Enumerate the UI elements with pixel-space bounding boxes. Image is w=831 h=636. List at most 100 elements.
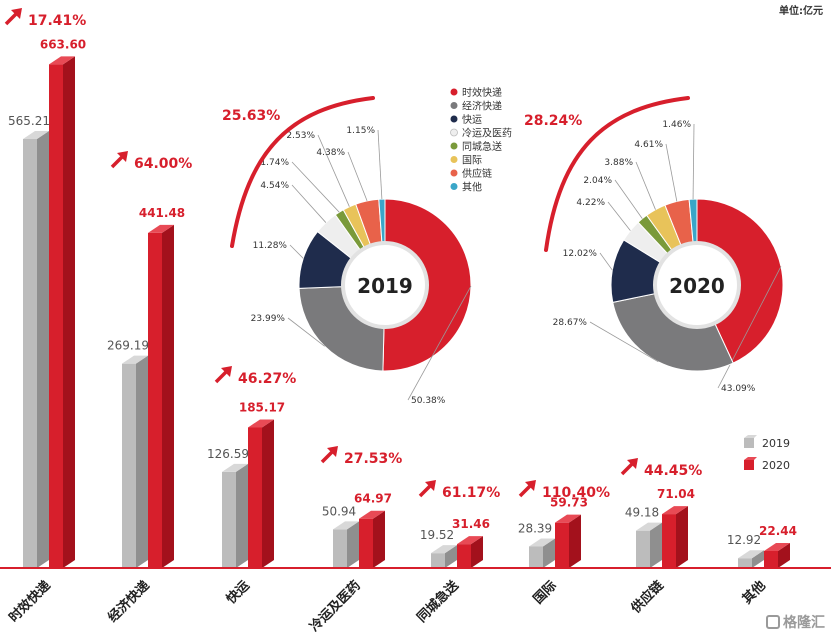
bar-2019-1-top: [122, 355, 148, 364]
donut-2019-growth-label: 25.63%: [222, 108, 280, 124]
donut-2019-label-2: 11.28%: [253, 241, 288, 251]
bar-2020-2: [248, 419, 274, 568]
donut-2019-label-5: 2.53%: [286, 131, 315, 141]
bar-2020-1-front: [148, 232, 162, 568]
bar-2020-3-top: [359, 510, 385, 519]
bar-2019-5-front: [529, 546, 543, 568]
bar-2019-5-side: [543, 538, 555, 568]
bar-2020-0-side: [63, 56, 75, 568]
bar-2020-1-top: [148, 224, 174, 233]
bar-2019-2-front: [222, 471, 236, 568]
bar-2020-4-side: [471, 536, 483, 568]
bar-2020-5-top: [555, 514, 581, 523]
bar-2020-4: [457, 536, 483, 568]
donut-2020-label-1: 28.67%: [553, 318, 588, 328]
value-label-2020-1: 441.48: [139, 206, 185, 220]
bar-2019-7-side: [752, 550, 764, 568]
donut-2019-label-4: 1.74%: [260, 158, 289, 168]
bar-2019-6-front: [636, 530, 650, 568]
donut-2020-leader-5: [635, 161, 656, 210]
pie-legend-label-1: 经济快递: [462, 100, 502, 113]
bar-2019-0-top: [23, 131, 49, 140]
legend-swatch-2020: [744, 460, 754, 470]
pie-legend-label-5: 国际: [462, 155, 482, 167]
growth-arrow-icon-6: [620, 458, 638, 476]
value-label-2020-3: 64.97: [354, 492, 392, 506]
bar-2020-7-top: [764, 542, 790, 551]
bar-2019-2-side: [236, 463, 248, 568]
bar-2020-0: [49, 56, 75, 568]
bar-2019-6-top: [636, 522, 662, 531]
bar-2020-3: [359, 510, 385, 568]
growth-arrow-icon-0: [4, 8, 22, 26]
pie-legend-label-6: 供应链: [462, 167, 492, 180]
donut-2020-growth-label: 28.24%: [524, 113, 582, 129]
value-label-2020-6: 71.04: [657, 487, 695, 501]
donut-2020-label-2: 12.02%: [563, 249, 598, 259]
bar-2019-4: [431, 545, 457, 568]
donut-2020-hole: [653, 241, 741, 329]
growth-label-1: 64.00%: [134, 156, 192, 172]
bar-2019-1: [122, 355, 148, 568]
bar-2019-5: [529, 538, 555, 568]
donut-2019-label-1: 23.99%: [251, 314, 286, 324]
donut-2020-label-7: 1.46%: [662, 120, 691, 130]
bar-2019-5-top: [529, 538, 555, 547]
value-label-2020-2: 185.17: [239, 400, 285, 414]
bar-2019-1-front: [122, 363, 136, 568]
growth-arrow-icon-3: [320, 446, 338, 464]
category-label-0: 时效快递: [6, 578, 54, 626]
growth-label-4: 61.17%: [442, 485, 500, 501]
value-label-2019-1: 269.19: [107, 339, 149, 353]
donut-2019-leader-5: [317, 134, 350, 207]
donut-2019-leader-6: [347, 151, 368, 202]
bar-2019-0-side: [37, 131, 49, 568]
pie-legend-swatch-4: [450, 142, 458, 150]
bar-2020-6-top: [662, 506, 688, 515]
donut-2019-leader-7: [377, 129, 383, 200]
growth-arrow-icon-4: [418, 480, 436, 498]
bar-legend: 2019 2020: [744, 435, 790, 472]
bar-2020-3-front: [359, 518, 373, 568]
bar-2019-3-side: [347, 521, 359, 568]
donut-2020-label-0: 43.09%: [721, 384, 756, 394]
donut-2020-growth-curve: [544, 96, 690, 252]
donut-2020-label-4: 2.04%: [583, 176, 612, 186]
legend-swatch-2019: [744, 438, 754, 448]
bar-2019-4-side: [445, 545, 457, 568]
category-label-5: 国际: [531, 578, 560, 607]
donut-2020-leader-3: [607, 201, 631, 231]
pie-legend-label-7: 其他: [462, 181, 482, 194]
value-label-2019-4: 19.52: [420, 528, 454, 542]
pie-legend-swatch-0: [450, 88, 458, 96]
bar-2020-1-side: [162, 224, 174, 568]
value-label-2019-7: 12.92: [727, 533, 761, 547]
category-label-4: 同城急送: [414, 577, 463, 626]
bar-2020-3-side: [373, 510, 385, 568]
category-label-2: 快运: [223, 578, 253, 608]
value-label-2020-5: 59.73: [550, 496, 588, 510]
legend-label-2019: 2019: [762, 437, 790, 450]
donut-2020-label-5: 3.88%: [604, 158, 633, 168]
pie-legend-swatch-6: [450, 169, 458, 177]
bar-2020-7-front: [764, 550, 778, 568]
bar-2019-2: [222, 463, 248, 568]
bar-2020-6-side: [676, 506, 688, 568]
donut-2020-leader-4: [614, 179, 643, 219]
watermark-text: 格隆汇: [783, 615, 825, 631]
donut-2019-center-label: 2019: [357, 274, 413, 298]
bar-2020-0-front: [49, 64, 63, 568]
donut-2020-leader-7: [692, 123, 695, 200]
pie-legend-label-3: 冷运及医药: [462, 127, 512, 140]
legend-label-2020: 2020: [762, 459, 790, 472]
bar-2020-2-side: [262, 419, 274, 568]
bar-2020-4-top: [457, 536, 483, 545]
pie-legend-swatch-2: [450, 115, 458, 123]
donut-2019-leader-1: [287, 317, 325, 347]
donut-2020-label-3: 4.22%: [576, 198, 605, 208]
donut-2019-leader-4: [291, 161, 340, 213]
growth-arrow-icon-2: [214, 366, 232, 384]
growth-arrow-icon-5: [518, 480, 536, 498]
donut-2019-label-3: 4.54%: [260, 181, 289, 191]
